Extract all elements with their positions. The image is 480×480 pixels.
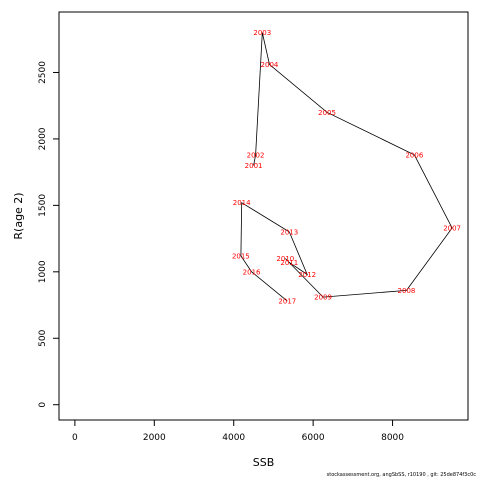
- point-label-2012: 2012: [298, 271, 316, 279]
- x-axis-label: SSB: [253, 456, 275, 469]
- y-tick-label: 2000: [38, 127, 48, 150]
- y-tick-label: 500: [38, 329, 48, 346]
- x-tick-label: 8000: [381, 433, 404, 443]
- point-label-2005: 2005: [318, 109, 336, 117]
- point-label-2015: 2015: [232, 252, 250, 260]
- point-label-2016: 2016: [243, 268, 261, 276]
- y-axis: 0 500 1000 1500 2000 2500: [38, 61, 60, 408]
- y-tick-label: 1000: [38, 260, 48, 283]
- x-axis: 0 2000 4000 6000 8000: [72, 419, 404, 443]
- point-label-2006: 2006: [405, 151, 423, 159]
- point-label-2003: 2003: [253, 29, 271, 37]
- point-label-2013: 2013: [280, 228, 298, 236]
- point-label-2004: 2004: [261, 61, 279, 69]
- x-tick-label: 4000: [222, 433, 245, 443]
- point-label-2011: 2011: [280, 259, 298, 267]
- y-tick-label: 0: [38, 402, 48, 408]
- series-path: [240, 32, 453, 302]
- footer-credit: stockassessment.org, angSbSS, r10190 , g…: [326, 472, 476, 478]
- point-label-2008: 2008: [398, 287, 416, 295]
- point-labels: 2001 2002 2003 2004 2005 2006 2007 2008 2009 2010…: [232, 29, 461, 305]
- point-label-2009: 2009: [314, 294, 332, 302]
- x-tick-label: 0: [72, 433, 78, 443]
- y-tick-label: 2500: [38, 61, 48, 84]
- point-label-2001: 2001: [245, 162, 263, 170]
- x-tick-label: 6000: [302, 433, 325, 443]
- y-axis-label: R(age 2): [12, 192, 25, 239]
- point-label-2017: 2017: [278, 298, 296, 306]
- series-line: [240, 32, 453, 302]
- point-label-2014: 2014: [233, 199, 251, 207]
- x-tick-label: 2000: [143, 433, 166, 443]
- point-label-2002: 2002: [247, 151, 265, 159]
- point-label-2010: 2010: [276, 255, 294, 263]
- point-label-2007: 2007: [443, 224, 461, 232]
- y-tick-label: 1500: [38, 194, 48, 217]
